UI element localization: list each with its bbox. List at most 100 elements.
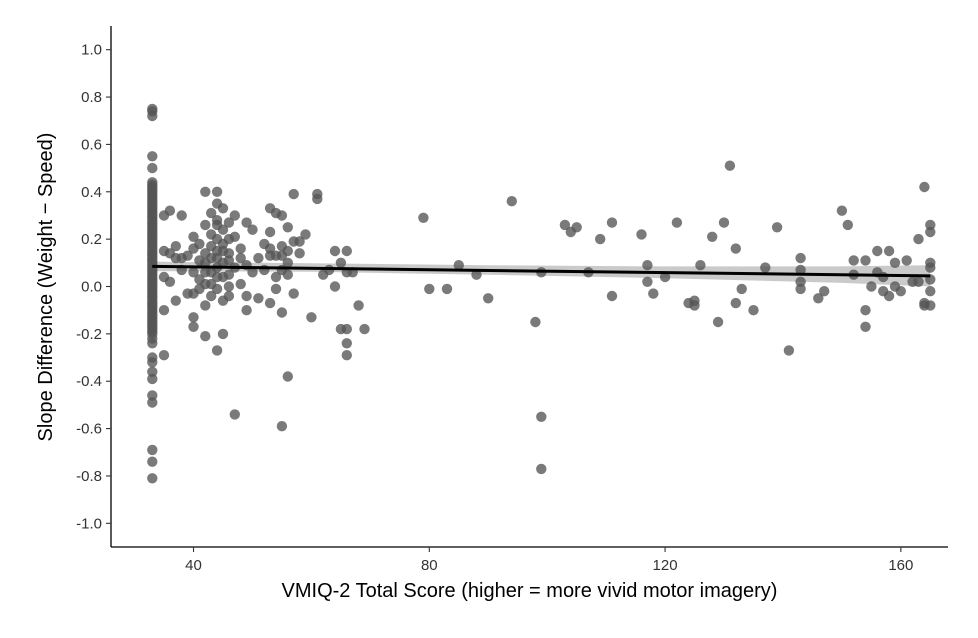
data-point bbox=[783, 345, 795, 356]
data-point bbox=[359, 323, 370, 335]
data-point bbox=[471, 269, 482, 280]
data-point bbox=[718, 217, 730, 228]
y-tick-label: -0.8 bbox=[76, 468, 102, 485]
data-point bbox=[147, 473, 158, 484]
data-point bbox=[642, 276, 653, 287]
data-point bbox=[147, 338, 158, 349]
data-point bbox=[253, 252, 264, 264]
y-axis-title: Slope Difference (Weight − Speed) bbox=[35, 133, 57, 442]
y-tick-label: -0.6 bbox=[76, 421, 102, 438]
data-point bbox=[424, 283, 435, 295]
data-point bbox=[441, 283, 453, 295]
data-point bbox=[211, 345, 223, 356]
y-tick-label: -0.4 bbox=[76, 373, 102, 390]
data-point bbox=[229, 210, 240, 221]
data-point bbox=[211, 186, 223, 197]
data-point bbox=[158, 350, 170, 361]
data-point bbox=[294, 248, 305, 259]
data-point bbox=[217, 328, 229, 340]
data-point bbox=[860, 321, 871, 332]
data-point bbox=[288, 188, 299, 200]
x-tick-label: 120 bbox=[653, 557, 678, 574]
data-point bbox=[235, 278, 246, 290]
y-tick-label: 1.0 bbox=[81, 42, 102, 59]
data-point bbox=[606, 290, 618, 302]
data-point bbox=[760, 262, 771, 273]
data-point bbox=[188, 321, 199, 332]
data-point bbox=[895, 286, 906, 297]
data-point bbox=[288, 288, 299, 299]
data-point bbox=[200, 300, 211, 311]
data-point bbox=[206, 207, 217, 219]
data-point bbox=[270, 283, 282, 295]
data-point bbox=[795, 252, 806, 264]
x-tick-label: 160 bbox=[888, 557, 913, 574]
data-point bbox=[748, 305, 759, 316]
data-point bbox=[860, 255, 871, 266]
ticks-layer: -1.0 -0.8 -0.6 -0.4 -0.2 0.0 0.2 0.4 0.6 0.8 1.0 40… bbox=[76, 42, 913, 574]
data-point bbox=[860, 305, 871, 316]
data-point bbox=[235, 243, 246, 254]
data-point bbox=[919, 181, 930, 193]
data-points-layer bbox=[147, 103, 936, 484]
data-point bbox=[164, 205, 176, 216]
data-point bbox=[282, 257, 293, 268]
data-point bbox=[925, 226, 936, 238]
data-point bbox=[707, 231, 718, 242]
data-point bbox=[312, 193, 323, 205]
data-point bbox=[247, 224, 258, 235]
data-point bbox=[329, 281, 341, 292]
data-point bbox=[223, 290, 235, 302]
y-tick-label: -0.2 bbox=[76, 326, 102, 343]
data-point bbox=[671, 217, 683, 228]
data-point bbox=[282, 222, 293, 233]
data-point bbox=[506, 196, 517, 207]
x-tick-label: 80 bbox=[421, 557, 438, 574]
data-point bbox=[648, 288, 659, 299]
data-point bbox=[164, 276, 176, 287]
data-point bbox=[730, 297, 741, 309]
data-point bbox=[217, 224, 229, 235]
data-point bbox=[158, 305, 170, 316]
data-point bbox=[229, 409, 240, 420]
data-point bbox=[247, 267, 258, 278]
y-tick-label: 0.6 bbox=[81, 136, 102, 153]
data-point bbox=[795, 264, 806, 276]
x-axis-title: VMIQ-2 Total Score (higher = more vivid … bbox=[282, 580, 778, 602]
data-point bbox=[223, 217, 235, 228]
data-point bbox=[913, 233, 924, 245]
data-point bbox=[883, 290, 895, 302]
data-point bbox=[724, 160, 736, 171]
data-point bbox=[200, 186, 211, 197]
data-point bbox=[712, 316, 724, 328]
data-point bbox=[147, 151, 158, 162]
data-point bbox=[341, 323, 352, 335]
y-tick-label: 0.4 bbox=[81, 184, 102, 201]
data-point bbox=[211, 283, 223, 295]
data-point bbox=[217, 203, 229, 214]
trend-line bbox=[152, 264, 931, 278]
data-point bbox=[872, 245, 883, 257]
data-point bbox=[200, 219, 211, 231]
data-point bbox=[559, 219, 571, 231]
data-point bbox=[264, 297, 276, 309]
data-point bbox=[276, 307, 288, 318]
data-point bbox=[176, 210, 187, 221]
data-point bbox=[571, 222, 582, 233]
data-point bbox=[878, 271, 889, 283]
data-point bbox=[636, 229, 647, 240]
data-point bbox=[235, 252, 246, 264]
x-tick-label: 40 bbox=[185, 557, 202, 574]
data-point bbox=[695, 260, 706, 271]
y-tick-label: 0.8 bbox=[81, 89, 102, 106]
data-point bbox=[730, 243, 741, 254]
data-point bbox=[282, 371, 293, 382]
data-point bbox=[925, 262, 936, 273]
data-point bbox=[536, 411, 547, 422]
data-point bbox=[276, 210, 288, 221]
data-point bbox=[170, 241, 181, 252]
data-point bbox=[889, 257, 901, 268]
data-point bbox=[866, 281, 877, 292]
data-point bbox=[659, 271, 671, 283]
